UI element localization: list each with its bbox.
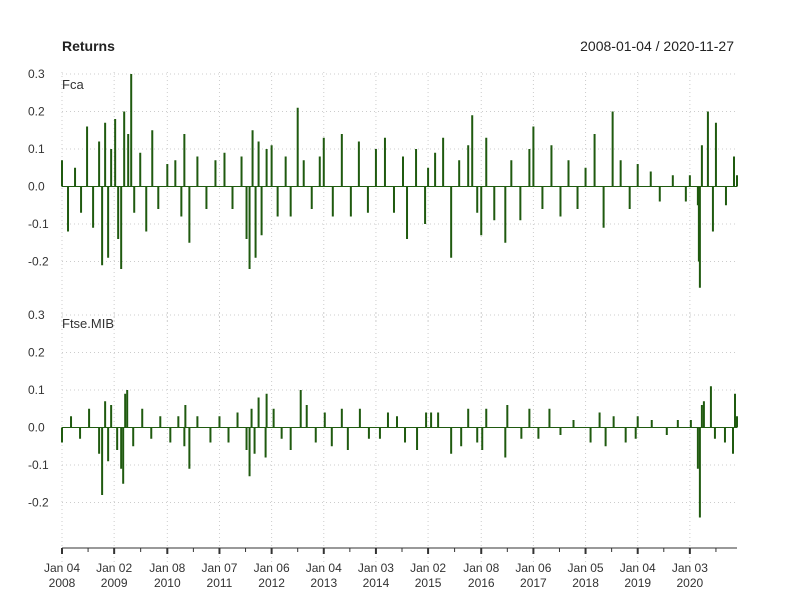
x-tick-label-day: Jan 05 [568, 561, 604, 575]
x-tick-label-year: 2014 [363, 576, 390, 590]
y-tick-label: 0.3 [28, 67, 45, 81]
x-tick-label-day: Jan 03 [358, 561, 394, 575]
x-tick-label-day: Jan 04 [620, 561, 656, 575]
x-tick-label-year: 2011 [207, 576, 233, 590]
y-tick-label: -0.2 [28, 255, 49, 269]
x-tick-label-year: 2013 [310, 576, 337, 590]
x-tick-label-year: 2018 [572, 576, 599, 590]
x-tick-label-day: Jan 03 [672, 561, 708, 575]
panel-fca-grid [61, 72, 737, 321]
x-tick-label-year: 2009 [101, 576, 128, 590]
x-tick-label-year: 2012 [258, 576, 285, 590]
panel-ftse-mib: 0.3 0.2 0.1 0.0 -0.1 -0.2 Ftse.MIB [28, 308, 738, 562]
x-tick-label-day: Jan 06 [254, 561, 290, 575]
x-tick-label-year: 2016 [468, 576, 495, 590]
y-tick-label: 0.3 [28, 308, 45, 322]
x-tick-label-year: 2020 [677, 576, 704, 590]
x-tick-label-year: 2010 [154, 576, 181, 590]
y-tick-label: 0.1 [28, 383, 45, 397]
panel-fca-label: Fca [62, 77, 84, 92]
y-tick-label: 0.2 [28, 105, 45, 119]
x-tick-label-day: Jan 02 [96, 561, 132, 575]
panel-ftse-mib-bars [61, 386, 738, 518]
y-tick-label: 0.1 [28, 142, 45, 156]
panel-ftse-mib-label: Ftse.MIB [62, 316, 114, 331]
x-tick-label-day: Jan 02 [410, 561, 446, 575]
date-range-label: 2008-01-04 / 2020-11-27 [580, 38, 734, 54]
y-tick-label: -0.2 [28, 496, 49, 510]
x-tick-label-year: 2019 [624, 576, 651, 590]
y-tick-label: 0.2 [28, 346, 45, 360]
panel-fca-y-ticks: 0.3 0.2 0.1 0.0 -0.1 -0.2 [28, 67, 49, 269]
x-tick-label-day: Jan 04 [306, 561, 342, 575]
panel-fca: 0.3 0.2 0.1 0.0 -0.1 -0.2 Fca [28, 67, 738, 321]
y-tick-label: 0.0 [28, 180, 45, 194]
x-tick-label-day: Jan 06 [515, 561, 551, 575]
chart-title: Returns [62, 38, 115, 54]
panel-ftse-mib-y-ticks: 0.3 0.2 0.1 0.0 -0.1 -0.2 [28, 308, 49, 510]
x-tick-label-day: Jan 08 [463, 561, 499, 575]
x-tick-label-year: 2008 [49, 576, 76, 590]
panel-fca-bars [61, 74, 738, 288]
y-tick-label: 0.0 [28, 421, 45, 435]
x-tick-label-year: 2015 [415, 576, 442, 590]
x-tick-label-day: Jan 08 [149, 561, 185, 575]
x-tick-label-day: Jan 07 [201, 561, 237, 575]
y-tick-label: -0.1 [28, 217, 49, 231]
x-tick-label-day: Jan 04 [44, 561, 80, 575]
y-tick-label: -0.1 [28, 458, 49, 472]
x-tick-label-year: 2017 [520, 576, 547, 590]
